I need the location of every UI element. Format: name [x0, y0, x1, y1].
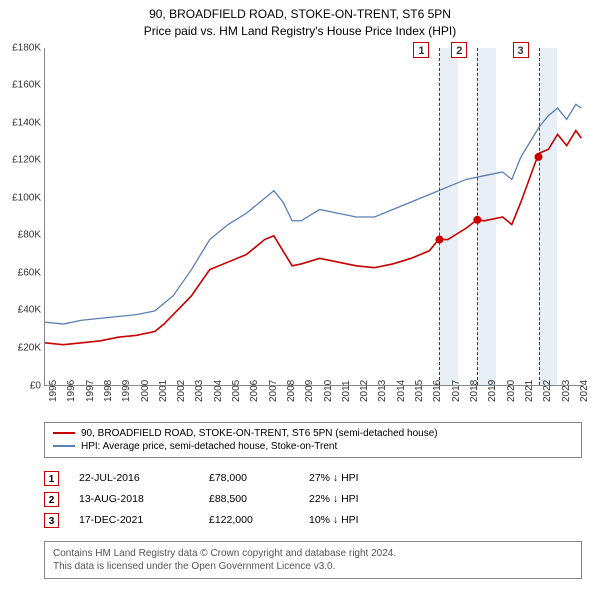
x-axis-label: 2014 — [396, 379, 407, 401]
title-line-1: 90, BROADFIELD ROAD, STOKE-ON-TRENT, ST6… — [0, 6, 600, 23]
tx-date: 22-JUL-2016 — [79, 472, 189, 484]
x-axis-label: 2004 — [213, 379, 224, 401]
y-axis-label: £100K — [1, 192, 41, 203]
x-axis-label: 1996 — [66, 379, 77, 401]
x-axis-label: 2012 — [359, 379, 370, 401]
tx-price: £122,000 — [209, 514, 289, 526]
x-axis-label: 2021 — [524, 379, 535, 401]
series-hpi — [45, 104, 581, 324]
legend-row: 90, BROADFIELD ROAD, STOKE-ON-TRENT, ST6… — [53, 427, 573, 440]
x-axis-label: 1995 — [48, 379, 59, 401]
chart-legend: 90, BROADFIELD ROAD, STOKE-ON-TRENT, ST6… — [44, 422, 582, 458]
chart-vline — [439, 48, 440, 385]
x-axis-label: 2002 — [176, 379, 187, 401]
x-axis-label: 1999 — [121, 379, 132, 401]
x-axis-label: 2019 — [487, 379, 498, 401]
x-axis-label: 2006 — [249, 379, 260, 401]
tx-price: £78,000 — [209, 472, 289, 484]
tx-marker: 1 — [44, 471, 59, 486]
series-price_paid — [45, 130, 581, 344]
chart-marker: 3 — [513, 42, 529, 58]
x-axis-label: 2007 — [268, 379, 279, 401]
y-axis-label: £120K — [1, 155, 41, 166]
chart-marker: 2 — [451, 42, 467, 58]
y-axis-label: £20K — [1, 343, 41, 354]
x-axis-label: 2022 — [542, 379, 553, 401]
x-axis-label: 2024 — [579, 379, 590, 401]
transactions-table: 1 22-JUL-2016 £78,000 27% ↓ HPI 2 13-AUG… — [44, 468, 582, 531]
x-axis-label: 2000 — [140, 379, 151, 401]
x-axis-label: 2013 — [377, 379, 388, 401]
y-axis-label: £140K — [1, 117, 41, 128]
y-axis-label: £40K — [1, 305, 41, 316]
y-axis-label: £160K — [1, 80, 41, 91]
y-axis-label: £60K — [1, 267, 41, 278]
table-row: 3 17-DEC-2021 £122,000 10% ↓ HPI — [44, 510, 582, 531]
legend-row: HPI: Average price, semi-detached house,… — [53, 440, 573, 453]
chart-svg — [45, 48, 585, 386]
x-axis-label: 2005 — [231, 379, 242, 401]
footer-line: Contains HM Land Registry data © Crown c… — [53, 547, 573, 560]
legend-label: 90, BROADFIELD ROAD, STOKE-ON-TRENT, ST6… — [81, 428, 438, 439]
x-axis-label: 2015 — [414, 379, 425, 401]
chart-vline — [477, 48, 478, 385]
tx-diff: 27% ↓ HPI — [309, 472, 429, 484]
y-axis-label: £0 — [1, 380, 41, 391]
x-axis-label: 2010 — [323, 379, 334, 401]
chart-plot-area: 123£0£20K£40K£60K£80K£100K£120K£140K£160… — [44, 48, 584, 386]
x-axis-label: 2017 — [451, 379, 462, 401]
x-axis-label: 2008 — [286, 379, 297, 401]
tx-marker: 2 — [44, 492, 59, 507]
tx-diff: 22% ↓ HPI — [309, 493, 429, 505]
x-axis-label: 2011 — [341, 380, 352, 402]
chart-title: 90, BROADFIELD ROAD, STOKE-ON-TRENT, ST6… — [0, 0, 600, 40]
x-axis-label: 2016 — [432, 379, 443, 401]
x-axis-label: 2001 — [158, 379, 169, 401]
title-line-2: Price paid vs. HM Land Registry's House … — [0, 23, 600, 40]
x-axis-label: 2003 — [194, 379, 205, 401]
tx-date: 17-DEC-2021 — [79, 514, 189, 526]
footer-line: This data is licensed under the Open Gov… — [53, 560, 573, 573]
table-row: 1 22-JUL-2016 £78,000 27% ↓ HPI — [44, 468, 582, 489]
x-axis-label: 2018 — [469, 379, 480, 401]
legend-swatch — [53, 432, 75, 434]
x-axis-label: 1997 — [85, 379, 96, 401]
legend-swatch — [53, 445, 75, 447]
y-axis-label: £80K — [1, 230, 41, 241]
x-axis-label: 1998 — [103, 379, 114, 401]
chart-marker: 1 — [413, 42, 429, 58]
tx-price: £88,500 — [209, 493, 289, 505]
x-axis-label: 2020 — [506, 379, 517, 401]
y-axis-label: £180K — [1, 42, 41, 53]
tx-date: 13-AUG-2018 — [79, 493, 189, 505]
x-axis-label: 2009 — [304, 379, 315, 401]
footer-attribution: Contains HM Land Registry data © Crown c… — [44, 541, 582, 579]
tx-marker: 3 — [44, 513, 59, 528]
table-row: 2 13-AUG-2018 £88,500 22% ↓ HPI — [44, 489, 582, 510]
tx-diff: 10% ↓ HPI — [309, 514, 429, 526]
chart-vline — [539, 48, 540, 385]
x-axis-label: 2023 — [561, 379, 572, 401]
legend-label: HPI: Average price, semi-detached house,… — [81, 441, 337, 452]
